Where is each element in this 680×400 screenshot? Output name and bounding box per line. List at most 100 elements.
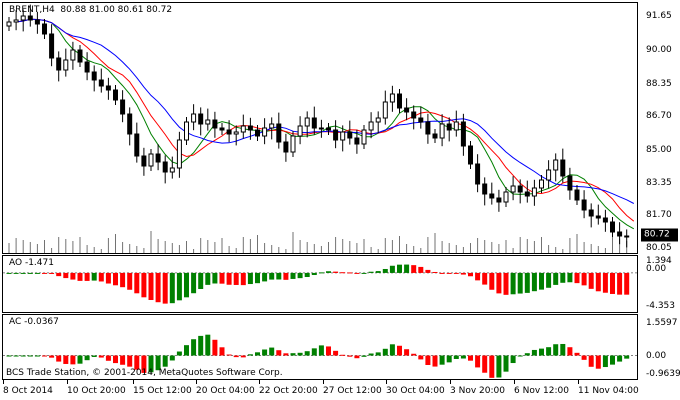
bull-candle [382, 101, 388, 119]
price-axis-label: 80.05 [646, 243, 672, 253]
ac-bar [574, 352, 580, 356]
ac-bar [84, 355, 90, 361]
bear-candle [27, 15, 33, 21]
ac-bar [49, 355, 55, 358]
price-chart-pane[interactable]: BRENT,H4 80.88 81.00 80.61 80.72 [2, 2, 638, 254]
ac-bar [70, 355, 76, 365]
ac-bar [176, 351, 182, 356]
ao-bar [546, 272, 552, 288]
bear-candle [347, 131, 353, 139]
ac-bar [56, 355, 62, 362]
price-axis-label: 88.35 [646, 79, 672, 89]
ao-indicator-pane[interactable]: AO -1.471 [2, 255, 638, 313]
bear-candle [276, 123, 282, 143]
ao-bar [27, 272, 33, 274]
ac-bar [318, 345, 324, 356]
ao-bar [105, 272, 111, 284]
ao-bar [304, 272, 310, 278]
ac-bar [77, 355, 83, 364]
bear-candle [155, 153, 161, 163]
bear-candle [141, 155, 147, 167]
bear-candle [581, 199, 587, 211]
ac-bar [297, 352, 303, 356]
time-axis-label: 15 Oct 12:00 [133, 386, 192, 396]
ao-bar [361, 272, 367, 274]
bear-candle [311, 117, 317, 129]
ac-bar [546, 347, 552, 356]
ac-indicator-pane[interactable]: AC -0.0367 [2, 314, 638, 380]
ao-bar [162, 272, 168, 304]
ao-bar [517, 272, 523, 294]
ac-bar [446, 355, 452, 363]
bear-candle [595, 215, 601, 219]
ac-bar [198, 335, 204, 356]
ao-bar [460, 272, 466, 275]
bear-candle [411, 111, 417, 119]
ac-bar [595, 355, 601, 369]
bear-candle [496, 197, 502, 203]
ac-bar [212, 339, 218, 356]
ac-bar [524, 353, 530, 356]
ao-bar [184, 272, 189, 298]
bear-candle [134, 133, 140, 157]
current-price-box: 80.72 [641, 228, 678, 242]
bull-candle [233, 131, 239, 135]
ao-bar [42, 272, 47, 274]
ao-bar [347, 272, 353, 274]
bull-candle [269, 123, 275, 129]
ao-bar [340, 272, 346, 274]
ac-bar [510, 355, 516, 364]
ao-bar [397, 264, 402, 273]
ao-bar [13, 272, 19, 274]
ac-bar [141, 355, 147, 373]
bull-candle [290, 135, 296, 153]
ma-fast-line [16, 18, 635, 230]
bear-candle [162, 161, 168, 173]
time-tick [133, 380, 134, 384]
bull-candle [148, 153, 154, 167]
bear-candle [560, 159, 566, 177]
ac-bar [233, 355, 239, 358]
symbol-label: BRENT,H4 80.88 81.00 80.61 80.72 [9, 5, 173, 15]
ac-bar [169, 355, 175, 361]
time-axis-label: 10 Oct 20:00 [67, 386, 126, 396]
ac-bar [610, 355, 615, 365]
ac-bar [120, 355, 126, 365]
time-axis-label: 6 Nov 12:00 [514, 386, 569, 396]
ac-bar [240, 355, 246, 358]
ac-bar [290, 353, 296, 356]
ao-bar [219, 272, 225, 284]
time-axis-label: 8 Oct 2014 [3, 386, 53, 396]
ac-bar [588, 355, 594, 367]
bull-candle [20, 15, 26, 21]
ao-bar [127, 272, 133, 290]
ao-bar [489, 272, 495, 290]
bull-candle [297, 125, 303, 137]
bear-candle [77, 49, 83, 63]
ao-bar [141, 272, 147, 298]
ac-bar [553, 344, 559, 356]
bull-candle [184, 121, 189, 141]
ao-bar [411, 265, 417, 273]
ac-bar [539, 348, 544, 356]
bull-candle [176, 139, 182, 169]
ac-bar [34, 355, 40, 357]
ac-bar [105, 355, 111, 361]
price-chart-canvas [6, 4, 635, 253]
time-axis-label: 3 Nov 20:00 [450, 386, 505, 396]
bear-candle [602, 217, 608, 223]
bull-candle [240, 125, 246, 133]
ac-bar [148, 355, 154, 373]
bear-candle [468, 145, 473, 165]
ac-label: AC -0.0367 [9, 317, 59, 327]
bull-candle [531, 187, 537, 197]
ac-bar [326, 346, 331, 356]
ao-bar [212, 272, 218, 284]
ac-bar [134, 355, 140, 370]
ao-bar [624, 272, 630, 295]
time-axis-label: 11 Nov 04:00 [578, 386, 639, 396]
bull-candle [546, 169, 552, 181]
time-axis-label: 27 Oct 12:00 [323, 386, 382, 396]
ao-bar [34, 272, 40, 274]
